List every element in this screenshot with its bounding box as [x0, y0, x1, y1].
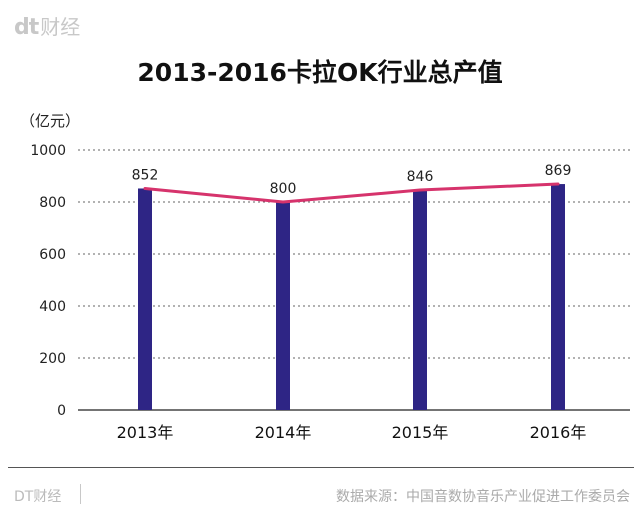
- data-label: 846: [407, 169, 434, 185]
- logo-text: 财经: [40, 15, 81, 39]
- y-axis-unit-label: （亿元）: [20, 112, 81, 130]
- trend-line: [143, 182, 560, 204]
- x-tick-label: 2015年: [392, 423, 449, 442]
- dt-logo: dt 财经: [14, 11, 80, 40]
- bar: [551, 184, 565, 410]
- footer-divider: [8, 467, 634, 468]
- x-tick-label: 2014年: [255, 423, 312, 442]
- data-label: 800: [270, 181, 297, 197]
- data-label: 852: [132, 167, 159, 183]
- bar: [276, 202, 290, 410]
- y-tick-label: 1000: [30, 143, 66, 159]
- bar: [413, 190, 427, 410]
- footer-brand: DT财经: [14, 489, 62, 505]
- logo-mark: dt: [14, 15, 39, 40]
- y-tick-label: 600: [39, 247, 66, 263]
- chart-title: 2013-2016卡拉OK行业总产值: [137, 58, 503, 87]
- data-source-note: 数据来源：中国音数协音乐产业促进工作委员会: [336, 489, 630, 505]
- x-tick-label: 2016年: [530, 423, 587, 442]
- y-tick-label: 0: [57, 403, 66, 419]
- data-label: 869: [545, 163, 572, 179]
- y-tick-label: 800: [39, 195, 66, 211]
- y-tick-label: 400: [39, 299, 66, 315]
- footer-separator: [80, 484, 81, 504]
- bar: [138, 188, 152, 410]
- y-tick-label: 200: [39, 351, 66, 367]
- x-tick-label: 2013年: [117, 423, 174, 442]
